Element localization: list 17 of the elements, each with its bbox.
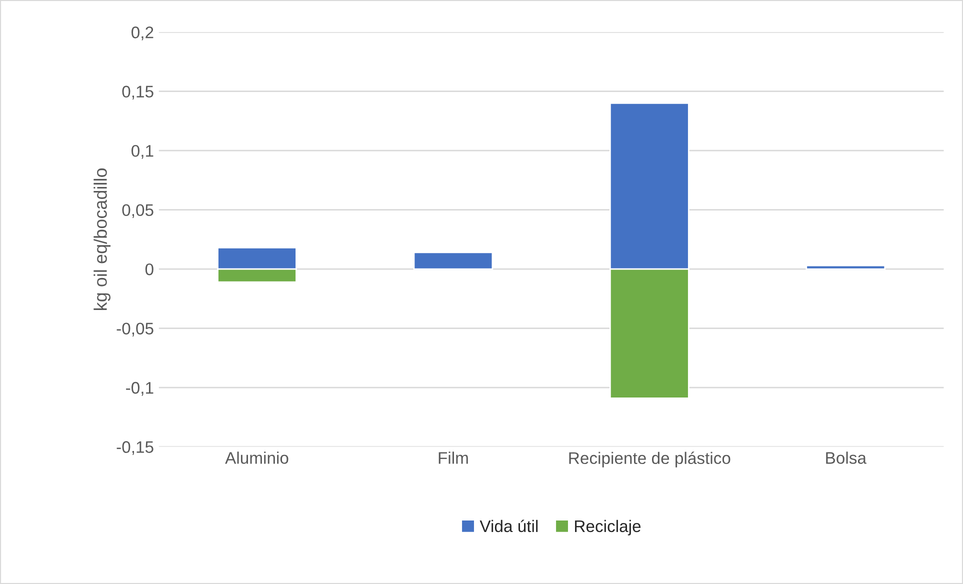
y-tick-label: -0,15 xyxy=(116,441,154,455)
y-tick-label: 0,15 xyxy=(122,86,154,100)
bar xyxy=(413,252,494,270)
y-tick-label: 0,05 xyxy=(122,204,154,218)
y-axis-title: kg oil eq/bocadillo xyxy=(94,168,110,310)
x-tick-label: Aluminio xyxy=(225,452,288,464)
y-tick-label: -0,1 xyxy=(126,382,154,396)
x-tick-label: Film xyxy=(438,452,468,464)
bar xyxy=(806,264,886,270)
legend-label: Vida útil xyxy=(480,520,538,532)
y-tick-label: 0,2 xyxy=(132,26,154,40)
legend-label: Reciclaje xyxy=(575,520,641,536)
y-tick-label: -0,05 xyxy=(116,322,154,336)
y-tick-label: 0,1 xyxy=(132,144,154,159)
x-tick-label: Bolsa xyxy=(826,452,866,464)
x-tick-label: Recipiente de plástico xyxy=(569,452,730,468)
y-tick-label: 0 xyxy=(145,263,154,276)
